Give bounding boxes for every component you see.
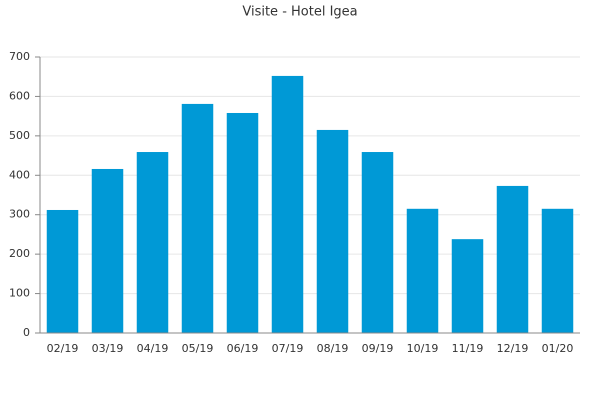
chart-title: Visite - Hotel Igea bbox=[242, 5, 357, 20]
bar bbox=[46, 209, 79, 333]
y-tick-label: 700 bbox=[9, 50, 30, 63]
x-tick-label: 03/19 bbox=[92, 342, 124, 355]
x-tick-label: 05/19 bbox=[182, 342, 214, 355]
bar bbox=[271, 75, 304, 333]
x-tick-label: 12/19 bbox=[497, 342, 529, 355]
x-tick-label: 06/19 bbox=[227, 342, 259, 355]
bar bbox=[91, 168, 124, 333]
y-tick-label: 200 bbox=[9, 247, 30, 260]
x-tick-label: 09/19 bbox=[362, 342, 394, 355]
bar bbox=[496, 185, 529, 333]
bar bbox=[451, 239, 484, 333]
y-tick-label: 100 bbox=[9, 287, 30, 300]
y-tick-label: 500 bbox=[9, 129, 30, 142]
x-tick-label: 07/19 bbox=[272, 342, 304, 355]
bar bbox=[361, 152, 394, 333]
x-tick-label: 11/19 bbox=[452, 342, 484, 355]
bar bbox=[406, 208, 439, 333]
x-tick-label: 10/19 bbox=[407, 342, 439, 355]
bar bbox=[316, 129, 349, 333]
x-tick-label: 02/19 bbox=[47, 342, 79, 355]
y-tick-label: 600 bbox=[9, 89, 30, 102]
y-tick-label: 400 bbox=[9, 168, 30, 181]
x-tick-label: 08/19 bbox=[317, 342, 349, 355]
y-tick-label: 300 bbox=[9, 208, 30, 221]
bar bbox=[541, 208, 574, 333]
x-tick-label: 01/20 bbox=[542, 342, 574, 355]
x-tick-label: 04/19 bbox=[137, 342, 169, 355]
y-tick-label: 0 bbox=[23, 326, 30, 339]
bar bbox=[226, 112, 259, 333]
bar bbox=[181, 103, 214, 333]
bar bbox=[136, 152, 169, 333]
